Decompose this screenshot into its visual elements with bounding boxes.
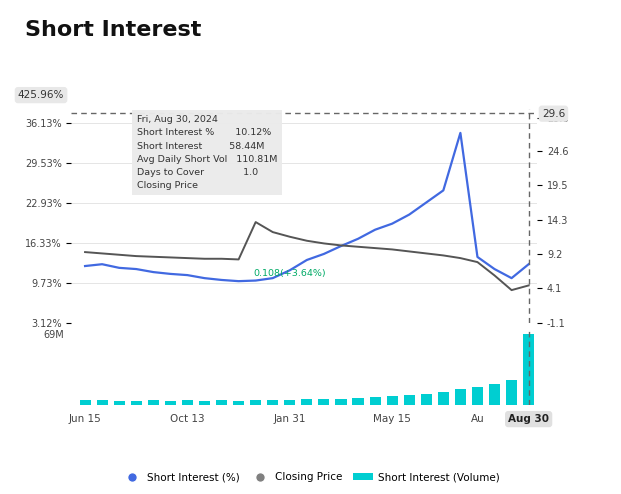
Bar (455, 389, 466, 405)
Bar (438, 392, 449, 405)
Bar (421, 394, 432, 405)
Text: 425.96%: 425.96% (18, 90, 64, 100)
Bar (199, 401, 210, 405)
Bar (506, 380, 517, 405)
Text: Fri, Aug 30, 2024
Short Interest %       10.12%
Short Interest         58.44M
Av: Fri, Aug 30, 2024 Short Interest % 10.12… (137, 115, 277, 190)
Bar (284, 400, 296, 405)
Bar (404, 395, 415, 405)
Bar (523, 334, 534, 405)
Bar (148, 400, 159, 405)
Bar (233, 401, 244, 405)
Bar (182, 400, 193, 405)
Bar (97, 400, 107, 405)
Legend: Short Interest (%), Closing Price, Short Interest (Volume): Short Interest (%), Closing Price, Short… (117, 468, 504, 486)
Bar (165, 401, 176, 405)
Text: 29.6: 29.6 (542, 109, 565, 119)
Bar (387, 396, 397, 405)
Bar (472, 387, 483, 405)
Text: 0.108(+3.64%): 0.108(+3.64%) (253, 269, 325, 278)
Text: Short Interest: Short Interest (25, 20, 201, 40)
Bar (489, 383, 500, 405)
Bar (335, 399, 347, 405)
Bar (216, 400, 227, 405)
Bar (114, 401, 125, 405)
Bar (130, 401, 142, 405)
Bar (319, 399, 330, 405)
Bar (250, 400, 261, 405)
Bar (79, 400, 91, 405)
Bar (353, 398, 363, 405)
Bar (369, 397, 381, 405)
Bar (301, 399, 312, 405)
Bar (267, 400, 278, 405)
